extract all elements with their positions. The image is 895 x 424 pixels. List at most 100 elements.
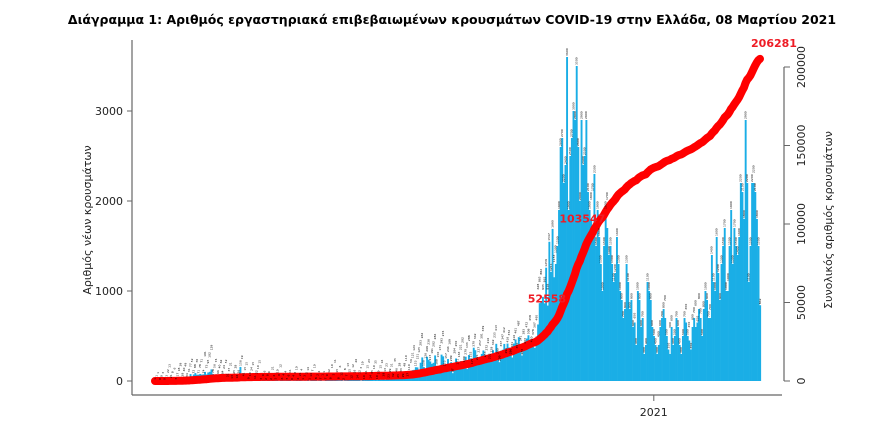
bar — [561, 138, 564, 381]
bar-data-label: 1 — [155, 375, 159, 377]
bar-data-label: 232 — [488, 353, 492, 359]
bar — [514, 339, 517, 381]
y-tick-label: 0 — [116, 375, 123, 388]
bar — [681, 336, 684, 381]
y-tick-label: 3000 — [95, 105, 123, 118]
bar-data-label: 48 — [402, 363, 406, 367]
bar-data-label: 171 — [456, 359, 460, 365]
bar — [369, 379, 372, 381]
bar-data-label: 235 — [493, 332, 497, 338]
bar — [611, 264, 614, 381]
bar-data-label: 34 — [185, 373, 189, 377]
bar-data-label: 4 — [317, 371, 321, 373]
bar-data-label: 1600 — [597, 228, 601, 236]
bar-data-label: 300 — [679, 347, 683, 353]
bar-data-label: 1 — [301, 378, 305, 380]
bar-data-label: 46 — [394, 368, 398, 372]
bar-data-label: 22 — [254, 370, 258, 374]
bar-data-label: 5 — [174, 378, 178, 380]
bar — [537, 324, 540, 381]
bar-data-label: 56 — [213, 364, 217, 368]
bar-data-label: 1300 — [554, 245, 558, 253]
bar — [672, 345, 675, 381]
bar-data-label: 400 — [657, 331, 661, 337]
bar — [443, 367, 446, 381]
y-tick-label: 1000 — [95, 285, 123, 298]
bar-data-labels: 1110030322132186517183938404934317752728… — [153, 48, 762, 380]
bar-data-label: 412 — [502, 327, 506, 333]
bar — [562, 183, 565, 381]
bar-data-label: 110 — [404, 355, 408, 361]
bar-data-label: 500 — [681, 329, 685, 335]
bar-data-label: 2900 — [579, 111, 583, 119]
bar-data-label: 8 — [328, 377, 332, 379]
bar-data-label: 274 — [441, 331, 445, 337]
bar — [551, 228, 554, 381]
bar — [747, 282, 750, 381]
bar-data-label: 1400 — [735, 246, 739, 254]
bar-data-label: 3 — [293, 372, 297, 374]
bar-data-label: 1400 — [607, 246, 611, 254]
bar-data-label: 14 — [356, 375, 360, 379]
bar-data-label: 700 — [698, 308, 702, 314]
bar-data-label: 2700 — [570, 129, 574, 137]
bar-data-label: 1500 — [734, 237, 738, 245]
bar — [535, 336, 538, 381]
bar — [508, 347, 511, 381]
bar-data-label: 38 — [180, 373, 184, 377]
bar-data-label: 11 — [253, 375, 257, 379]
bar-data-label: 3600 — [565, 48, 569, 56]
bar-data-label: 71 — [196, 370, 200, 374]
bar-data-label: 7 — [344, 374, 348, 376]
bar — [578, 201, 581, 381]
bar-data-label: 1800 — [742, 210, 746, 218]
bar — [566, 57, 569, 381]
bar — [572, 111, 575, 381]
bar-data-label: 1200 — [613, 264, 617, 272]
bar-data-label: 1300 — [719, 255, 723, 263]
bar-data-label: 8 — [314, 377, 318, 379]
bar-series — [154, 57, 762, 381]
bar-data-label: 261 — [510, 342, 514, 348]
bar — [513, 343, 515, 381]
bar — [715, 237, 718, 381]
bar-data-label: 1300 — [731, 255, 735, 263]
bar-data-label: 95 — [206, 360, 210, 364]
bar-data-label: 4 — [291, 375, 295, 377]
bar-data-label: 800 — [623, 302, 627, 308]
y2-tick-label: 200000 — [795, 46, 808, 88]
bar-data-label: 450 — [687, 322, 691, 328]
bar-data-label: 600 — [650, 320, 654, 326]
bar — [448, 365, 451, 381]
bar — [517, 337, 520, 381]
bar-data-label: 461 — [513, 328, 517, 334]
bar — [620, 300, 623, 381]
bar-data-label: 101 — [203, 351, 207, 357]
bar — [543, 303, 546, 381]
bar-data-label: 290 — [496, 348, 500, 354]
bar — [324, 380, 327, 381]
bar — [699, 318, 702, 381]
bar-data-label: 129 — [209, 345, 213, 351]
bar — [400, 378, 403, 381]
bar-data-label: 16 — [380, 360, 384, 364]
bar-data-label: 341 — [518, 335, 522, 341]
bar — [704, 291, 707, 381]
bar-data-label: 1300 — [599, 255, 603, 263]
bar-data-label: 17 — [176, 373, 180, 377]
bar — [746, 183, 749, 381]
bar-data-label: 21 — [229, 362, 233, 366]
bar — [723, 228, 726, 381]
y2-tick-label: 100000 — [795, 203, 808, 245]
bar — [649, 300, 652, 381]
bar-data-label: 202 — [431, 341, 435, 347]
bar-data-label: 3 — [164, 375, 168, 377]
bar-data-label: 8 — [266, 374, 270, 376]
bar-data-label: 3 — [161, 372, 165, 374]
bar — [628, 309, 631, 381]
bar-data-label: 416 — [512, 335, 516, 341]
bar — [657, 345, 660, 381]
bar — [337, 380, 340, 381]
bar-data-label: 347 — [501, 334, 505, 340]
